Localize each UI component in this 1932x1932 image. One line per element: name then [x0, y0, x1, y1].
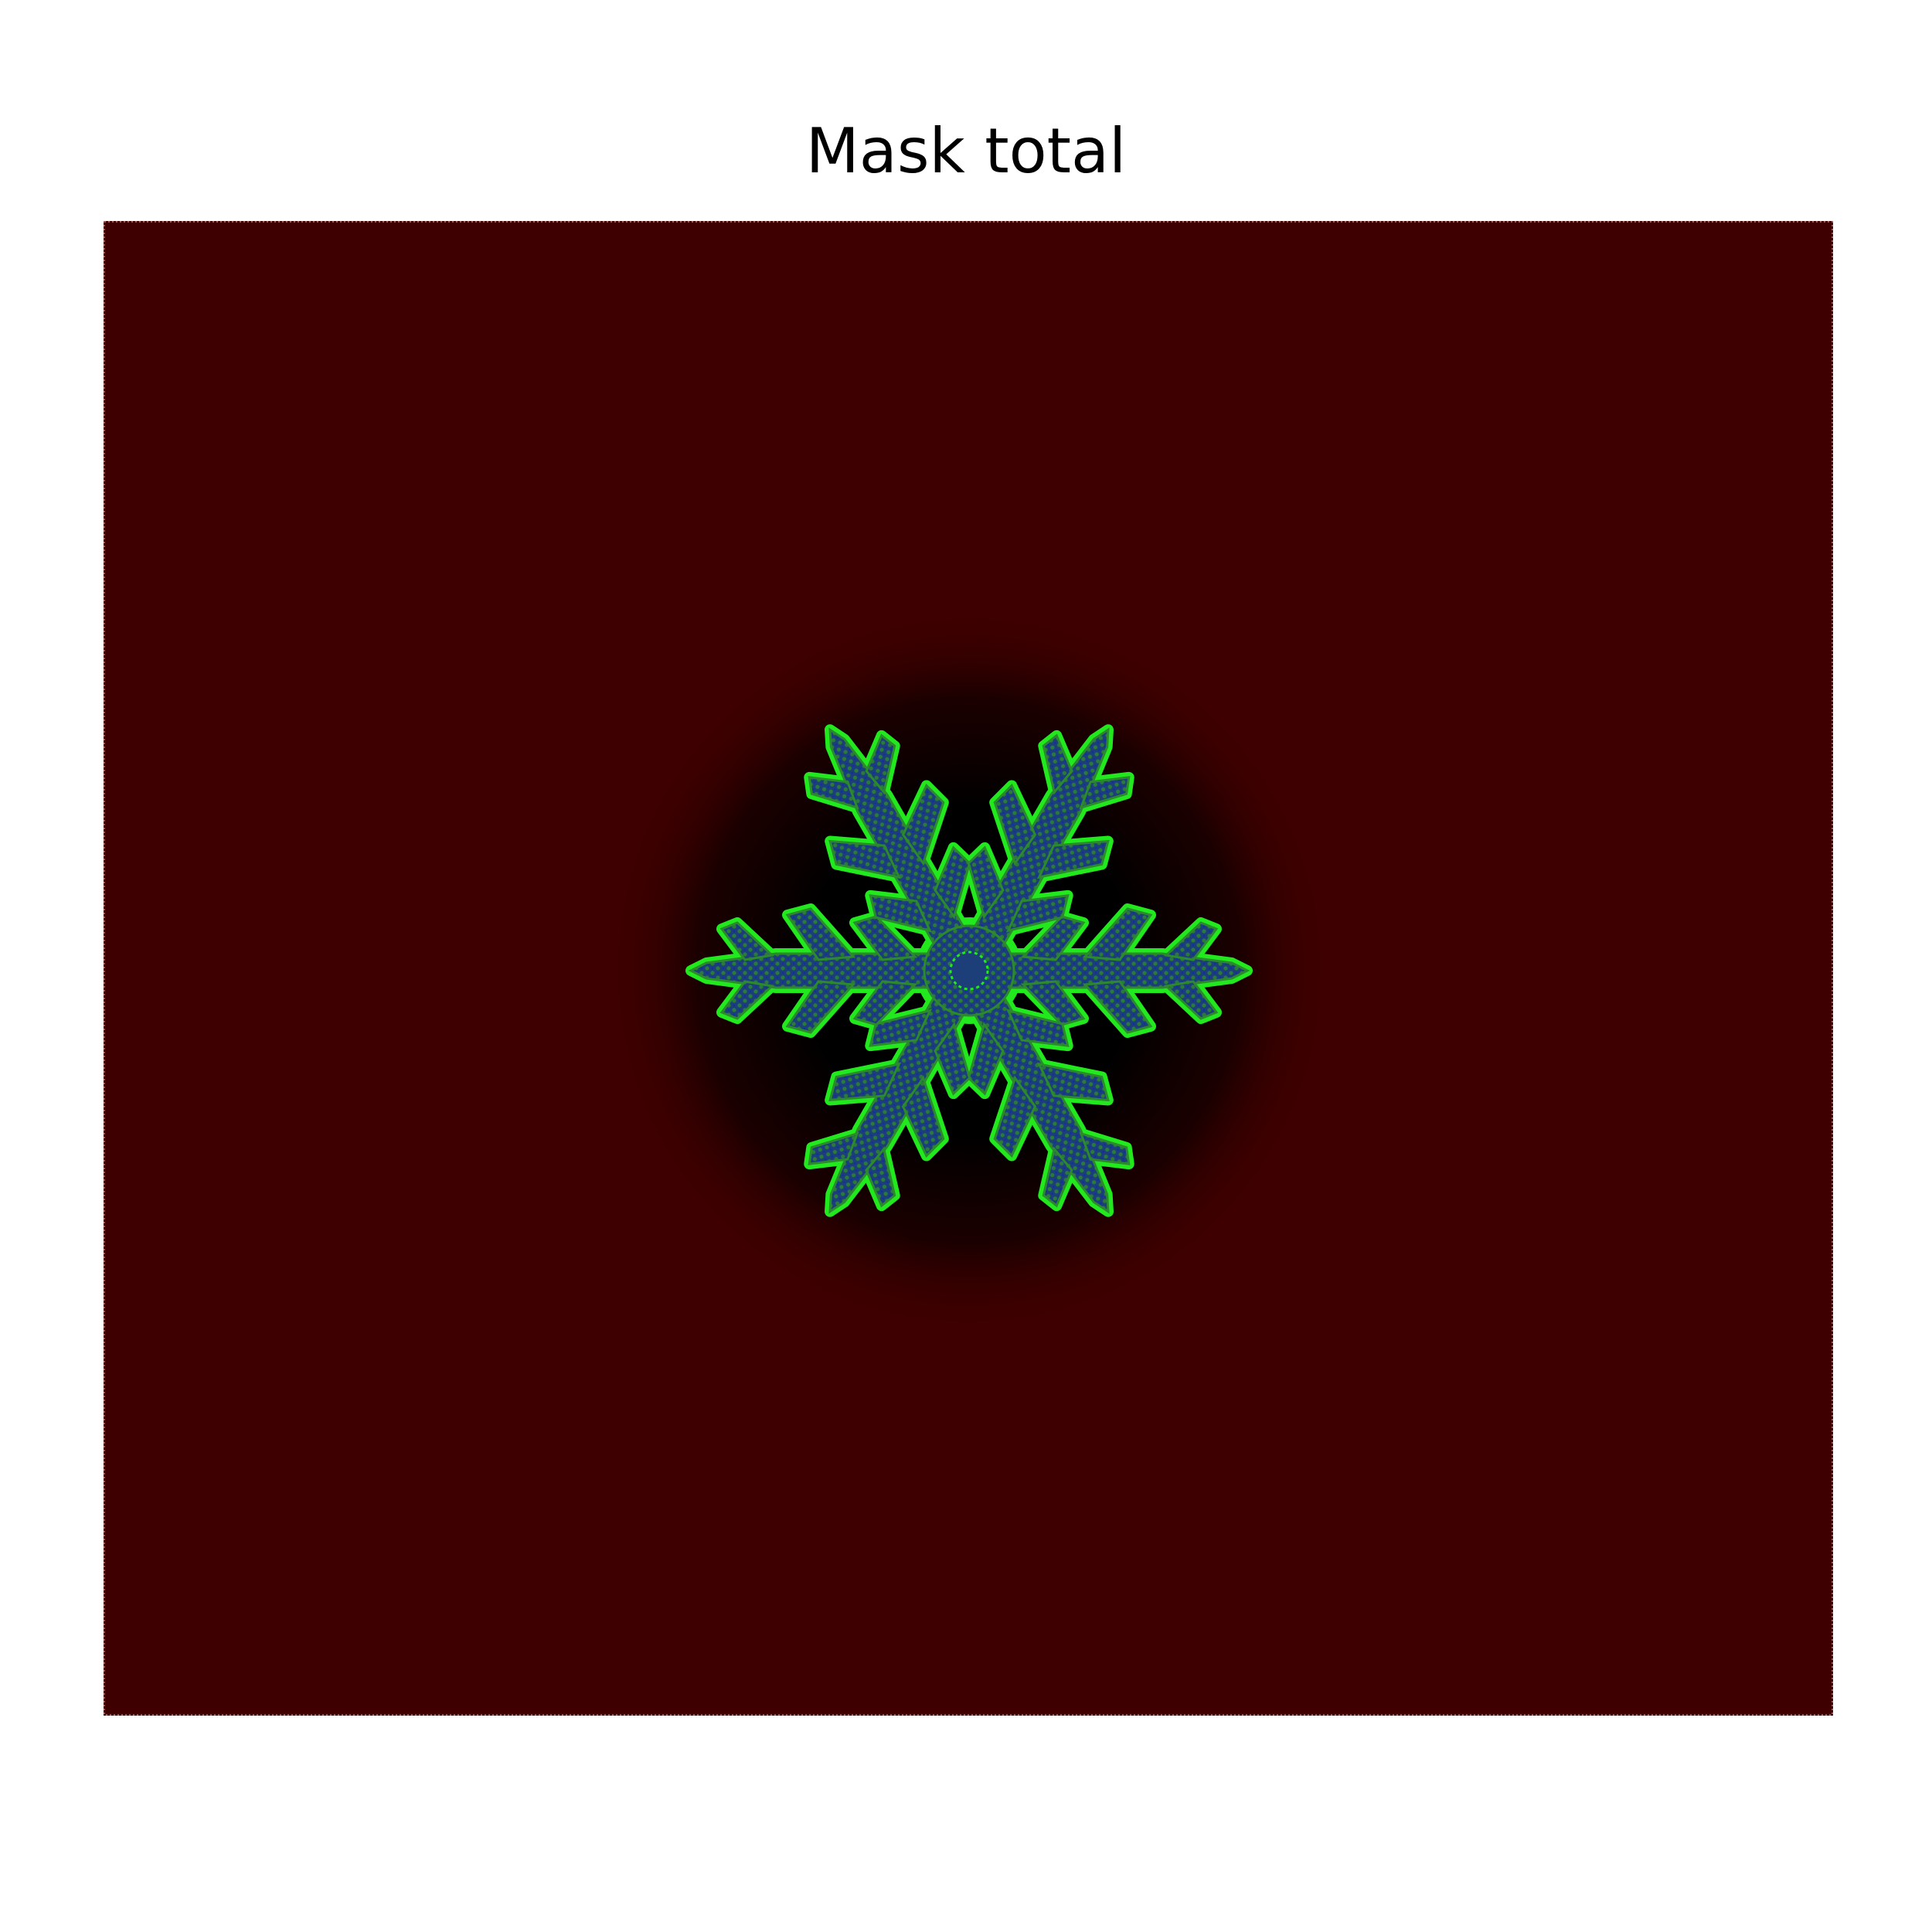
- mask-image: [104, 221, 1833, 1716]
- plot-title: Mask total: [805, 115, 1127, 187]
- mask-image-svg: [104, 221, 1833, 1716]
- field-border: [104, 221, 1833, 1716]
- snowflake: [691, 699, 1247, 1243]
